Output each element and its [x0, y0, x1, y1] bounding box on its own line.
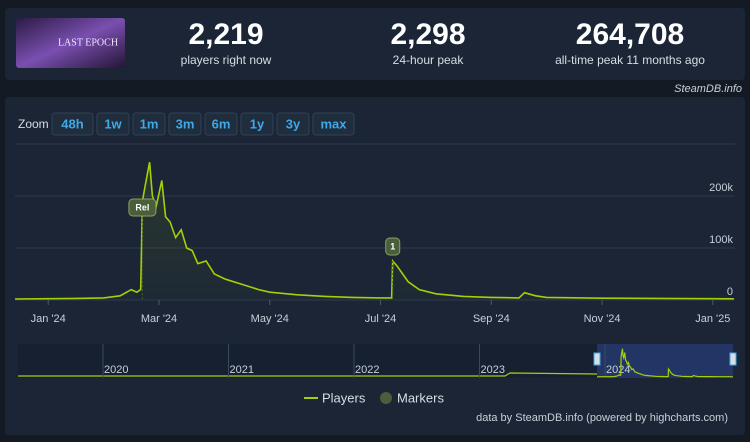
button-label[interactable]: 1y	[250, 116, 265, 131]
zoom-label: Zoom	[18, 117, 49, 131]
stat-value: 2,219	[188, 18, 263, 51]
thumbnail-text: LAST EPOCH	[58, 37, 118, 48]
navigator-label: 2020	[104, 364, 128, 376]
marker	[128, 198, 157, 217]
button-label[interactable]: max	[320, 116, 347, 131]
stat-label: players right now	[181, 53, 272, 67]
zoom-button[interactable]: 1w	[96, 112, 130, 136]
y-tick-label: 100k	[709, 234, 733, 246]
series-area	[15, 162, 734, 300]
marker-label: 1	[390, 241, 395, 251]
button-bg[interactable]	[276, 112, 310, 136]
stat-label: 24-hour peak	[393, 53, 465, 67]
legend-label[interactable]: Markers	[397, 390, 444, 405]
button-bg[interactable]	[240, 112, 274, 136]
navigator-label: 2021	[230, 364, 254, 376]
marker	[385, 237, 401, 256]
x-tick-label: Jul '24	[365, 313, 396, 325]
source-label: SteamDB.info	[674, 83, 742, 95]
navigator-window[interactable]	[597, 344, 733, 378]
button-bg[interactable]	[51, 112, 94, 136]
navigator-history	[18, 372, 598, 377]
zoom-button[interactable]: max	[312, 112, 355, 136]
zoom-button[interactable]: 3m	[168, 112, 202, 136]
button-label[interactable]: 1w	[104, 116, 122, 131]
button-label[interactable]: 6m	[212, 116, 231, 131]
navigator-handle[interactable]	[729, 352, 737, 366]
stat-label: all-time peak 11 months ago	[555, 53, 705, 67]
legend-marker[interactable]	[380, 392, 392, 404]
button-bg[interactable]	[168, 112, 202, 136]
x-tick-label: May '24	[251, 313, 289, 325]
stats-panel	[5, 8, 745, 80]
y-tick-label: 200k	[709, 182, 733, 194]
x-tick-label: Jan '25	[695, 313, 730, 325]
zoom-button[interactable]: 48h	[51, 112, 94, 136]
x-tick-label: Sep '24	[473, 313, 510, 325]
x-tick-label: Jan '24	[31, 313, 66, 325]
button-bg[interactable]	[132, 112, 166, 136]
marker-label: Rel	[135, 202, 149, 212]
button-label[interactable]: 3m	[176, 116, 195, 131]
zoom-button[interactable]: 1m	[132, 112, 166, 136]
x-tick-label: Nov '24	[584, 313, 621, 325]
button-label[interactable]: 48h	[61, 116, 83, 131]
navigator-label: 2023	[481, 364, 505, 376]
navigator-label: 2022	[355, 364, 379, 376]
navigator-handle[interactable]	[593, 352, 601, 366]
button-label[interactable]: 3y	[286, 116, 301, 131]
legend-label[interactable]: Players	[322, 390, 366, 405]
stat-value: 2,298	[390, 18, 465, 51]
button-label[interactable]: 1m	[140, 116, 159, 131]
button-bg[interactable]	[96, 112, 130, 136]
navigator-line	[596, 348, 734, 378]
stat-value: 264,708	[576, 18, 684, 51]
credits: data by SteamDB.info (powered by highcha…	[476, 412, 728, 424]
chart-panel	[5, 97, 745, 435]
button-bg[interactable]	[312, 112, 355, 136]
button-bg[interactable]	[204, 112, 238, 136]
zoom-button[interactable]: 1y	[240, 112, 274, 136]
x-tick-label: Mar '24	[141, 313, 177, 325]
y-tick-label: 0	[727, 286, 733, 298]
zoom-button[interactable]: 6m	[204, 112, 238, 136]
zoom-button[interactable]: 3y	[276, 112, 310, 136]
navigator-label: 2024	[606, 364, 630, 376]
game-thumbnail	[16, 18, 125, 68]
